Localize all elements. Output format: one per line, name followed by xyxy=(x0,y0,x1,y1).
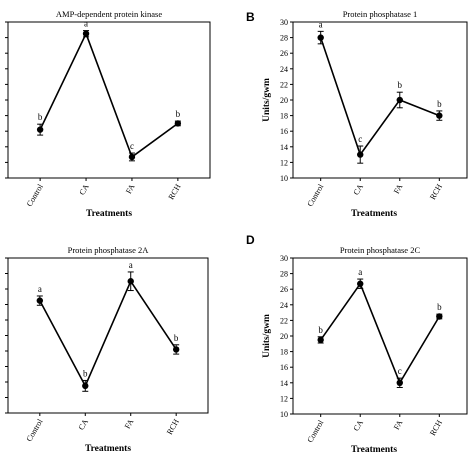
y-tick-label: 20 xyxy=(280,332,288,341)
y-tick-label: 20 xyxy=(280,96,288,105)
significance-label: b xyxy=(176,109,181,119)
y-tick-label: 22 xyxy=(280,80,288,89)
y-tick-label: 16 xyxy=(280,127,288,136)
y-tick-label: 14 xyxy=(280,143,288,152)
x-tick-label: RCH xyxy=(165,417,181,436)
x-tick-label: CA xyxy=(352,418,365,432)
y-tick-label: 12 xyxy=(280,158,288,167)
y-tick-label: 10 xyxy=(280,410,288,419)
significance-label: b xyxy=(318,325,323,335)
y-tick-label: 30 xyxy=(280,18,288,27)
y-tick-label: 30 xyxy=(280,254,288,263)
y-tick-label: 10 xyxy=(280,174,288,183)
data-point xyxy=(357,280,364,287)
y-tick-label: 24 xyxy=(280,301,288,310)
significance-label: c xyxy=(398,366,402,376)
data-point xyxy=(436,313,443,320)
significance-label: b xyxy=(437,99,442,109)
data-point xyxy=(396,379,403,386)
significance-label: a xyxy=(358,267,362,277)
x-tick-label: CA xyxy=(77,417,90,431)
x-axis-label: Treatments xyxy=(351,209,397,219)
y-tick-label: 14 xyxy=(280,379,288,388)
plot-frame xyxy=(7,21,211,179)
x-tick-label: CA xyxy=(352,182,365,196)
y-axis-label: Units/gwm xyxy=(262,78,272,122)
x-tick-label: RCH xyxy=(428,418,444,437)
significance-label: b xyxy=(174,333,179,343)
data-point xyxy=(317,336,324,344)
plot-frame xyxy=(292,257,468,415)
x-tick-label: CA xyxy=(77,182,90,196)
data-point xyxy=(396,96,403,104)
data-point xyxy=(128,153,136,161)
x-tick-label: FA xyxy=(123,417,136,430)
x-tick-label: FA xyxy=(124,182,137,195)
y-tick-label: 12 xyxy=(280,394,288,403)
panel-letter: D xyxy=(246,233,255,247)
significance-label: a xyxy=(84,19,88,29)
significance-label: b xyxy=(437,302,442,312)
x-axis-label: Treatments xyxy=(86,209,132,219)
y-tick-label: 18 xyxy=(280,348,288,357)
x-axis-label: Treatments xyxy=(85,444,131,454)
y-tick-label: 22 xyxy=(280,316,288,325)
series-line xyxy=(39,279,177,388)
data-point xyxy=(127,278,134,285)
series-line xyxy=(320,282,441,385)
data-point xyxy=(36,126,44,133)
panel-a: AMP-dependent protein kinase Control CA FA R… xyxy=(5,9,211,219)
panel-d: D Protein phosphatase 2C 10 12 14 16 18 20 22 24 2… xyxy=(246,233,468,455)
panel-b: B Protein phosphatase 1 10 12 14 16 18 20 22 24 26… xyxy=(246,9,468,219)
data-point xyxy=(82,382,89,390)
panel-c: Protein phosphatase 2A Control CA FA RCH Trea… xyxy=(5,245,209,454)
x-tick-label: RCH xyxy=(428,182,444,201)
y-tick-label: 16 xyxy=(280,363,288,372)
significance-label: b xyxy=(398,80,403,90)
y-tick-label: 24 xyxy=(280,65,288,74)
significance-label: a xyxy=(129,260,133,270)
data-point xyxy=(172,346,180,353)
y-tick-label: 18 xyxy=(280,112,288,121)
chart-title: Protein phosphatase 1 xyxy=(343,9,418,19)
significance-label: b xyxy=(83,368,88,378)
x-tick-label: FA xyxy=(392,418,405,431)
x-tick-label: FA xyxy=(392,182,405,195)
x-axis-label: Treatments xyxy=(351,445,397,455)
significance-label: b xyxy=(38,112,43,122)
x-tick-label: Control xyxy=(305,182,325,208)
significance-label: c xyxy=(358,134,362,144)
x-tick-label: Control xyxy=(305,418,325,444)
series-line xyxy=(39,31,179,159)
chart-title: AMP-dependent protein kinase xyxy=(56,9,162,19)
x-tick-label: Control xyxy=(25,417,45,443)
data-point xyxy=(436,112,443,119)
series-line xyxy=(319,37,440,157)
y-tick-label: 26 xyxy=(280,49,288,58)
y-axis-label: Units/gwm xyxy=(262,314,272,358)
data-point xyxy=(82,30,90,37)
data-point xyxy=(174,120,182,127)
significance-label: a xyxy=(38,284,42,294)
y-tick-label: 28 xyxy=(280,34,288,43)
chart-title: Protein phosphatase 2C xyxy=(340,245,421,255)
x-tick-label: RCH xyxy=(167,182,183,201)
x-tick-label: Control xyxy=(25,182,45,208)
data-point xyxy=(36,297,44,304)
significance-label: a xyxy=(319,19,323,29)
panel-letter: B xyxy=(246,10,255,24)
data-point xyxy=(317,34,324,41)
y-tick-label: 28 xyxy=(280,270,288,279)
chart-title: Protein phosphatase 2A xyxy=(68,245,150,255)
significance-label: c xyxy=(130,141,134,151)
y-tick-label: 26 xyxy=(280,285,288,294)
data-point xyxy=(357,151,364,158)
